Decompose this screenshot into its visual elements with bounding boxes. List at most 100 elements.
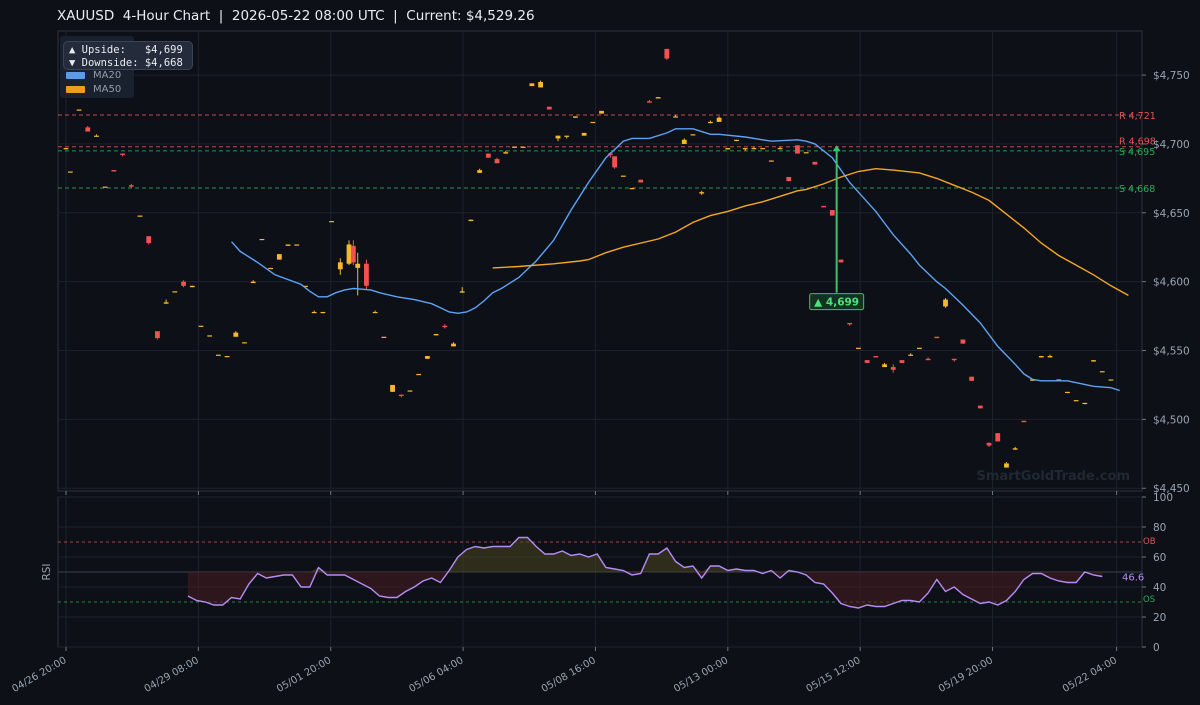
candle [398,394,404,398]
rsi-tick-label: 40 [1153,582,1166,594]
series-line-ma20 [230,128,1120,392]
candle [742,148,748,151]
legend-swatch-ma20 [66,72,85,79]
candle-body [311,311,317,314]
candle-body [520,146,526,148]
candle [94,134,99,137]
candle-body [925,358,931,361]
candle [916,347,922,349]
grid-layer: SmartGoldTrade.com [57,30,1143,648]
candle [407,390,413,392]
candle [215,354,221,356]
candle [442,324,448,329]
candle-body [146,236,152,244]
candle [1108,379,1114,381]
candle [882,362,887,368]
candle-body [960,339,966,344]
candle [812,161,818,165]
legend-item-ma50: MA50 [66,84,121,95]
candle [433,333,439,336]
candle-body [629,188,635,190]
candle [564,135,570,139]
candle-body [882,364,887,368]
candle [1082,402,1088,405]
candle [468,219,474,222]
candle-body [638,179,644,183]
candle [1091,360,1096,362]
candle [416,373,422,376]
candle-body [986,442,992,446]
candle [873,356,879,358]
rsi-fill-below [187,572,1103,608]
rsi-line [187,536,1103,609]
candle-body [725,148,731,150]
candle [777,146,783,150]
candle [76,109,82,111]
candle [459,287,465,293]
price-tick-label: $4,500 [1153,414,1190,426]
candle-body [459,291,465,293]
time-tick-label: 05/01 20:00 [275,655,333,695]
candle-body [734,139,739,142]
candle-body [707,121,713,124]
rsi-layer: OB OS 46.6 [58,536,1156,609]
legend-label-ma20: MA20 [93,70,122,81]
candle-body [899,360,905,363]
legend-swatch-ma50 [66,86,85,93]
candle-body [442,325,448,328]
candles-layer [63,48,1114,468]
candle-body [451,343,456,347]
candle [546,106,552,110]
candle-body [856,347,861,349]
candle [1065,391,1070,394]
candle-body [94,135,99,137]
candle [1021,420,1027,423]
candle [847,322,853,326]
candle [294,244,300,246]
candle-body [777,148,783,150]
candle [128,183,134,189]
candle [934,336,940,339]
candle-body [751,148,757,150]
candle-body [1038,356,1044,358]
candle-body [424,356,430,359]
candle [673,115,678,118]
candle-body [555,135,561,139]
candle-body [67,171,73,173]
candle-body [503,152,509,154]
rsi-oversold-label: OS [1143,595,1155,605]
candle-body [916,347,922,349]
candle-body [620,175,626,177]
candle-body [1030,379,1035,381]
candle-body [864,360,870,363]
candle-body [590,121,596,124]
candle [390,384,395,392]
candle-body [120,153,126,155]
candle [1047,354,1053,358]
candle [977,405,983,409]
candle-body [250,281,256,284]
candle-body [655,97,661,99]
time-tick-label: 04/29 08:00 [143,655,201,695]
candle [707,120,713,124]
rsi-tick-label: 80 [1153,522,1166,534]
price-tick-label: $4,450 [1153,483,1190,495]
candle [751,146,757,150]
candle [102,186,108,188]
candle [181,280,186,288]
time-tick-label: 05/06 04:00 [407,655,465,695]
candle [664,48,670,60]
candle [838,259,844,263]
rsi-tick-label: 60 [1153,552,1166,564]
time-tick-label: 04/26 20:00 [10,655,68,695]
candle [716,116,722,122]
time-tick-label: 05/15 12:00 [804,655,862,695]
candle [155,331,160,340]
candle-body [477,170,483,173]
candle-body [742,148,748,150]
candle [821,205,826,208]
candle [329,221,334,223]
candle [555,135,561,142]
rsi-overbought-label: OB [1143,537,1156,547]
